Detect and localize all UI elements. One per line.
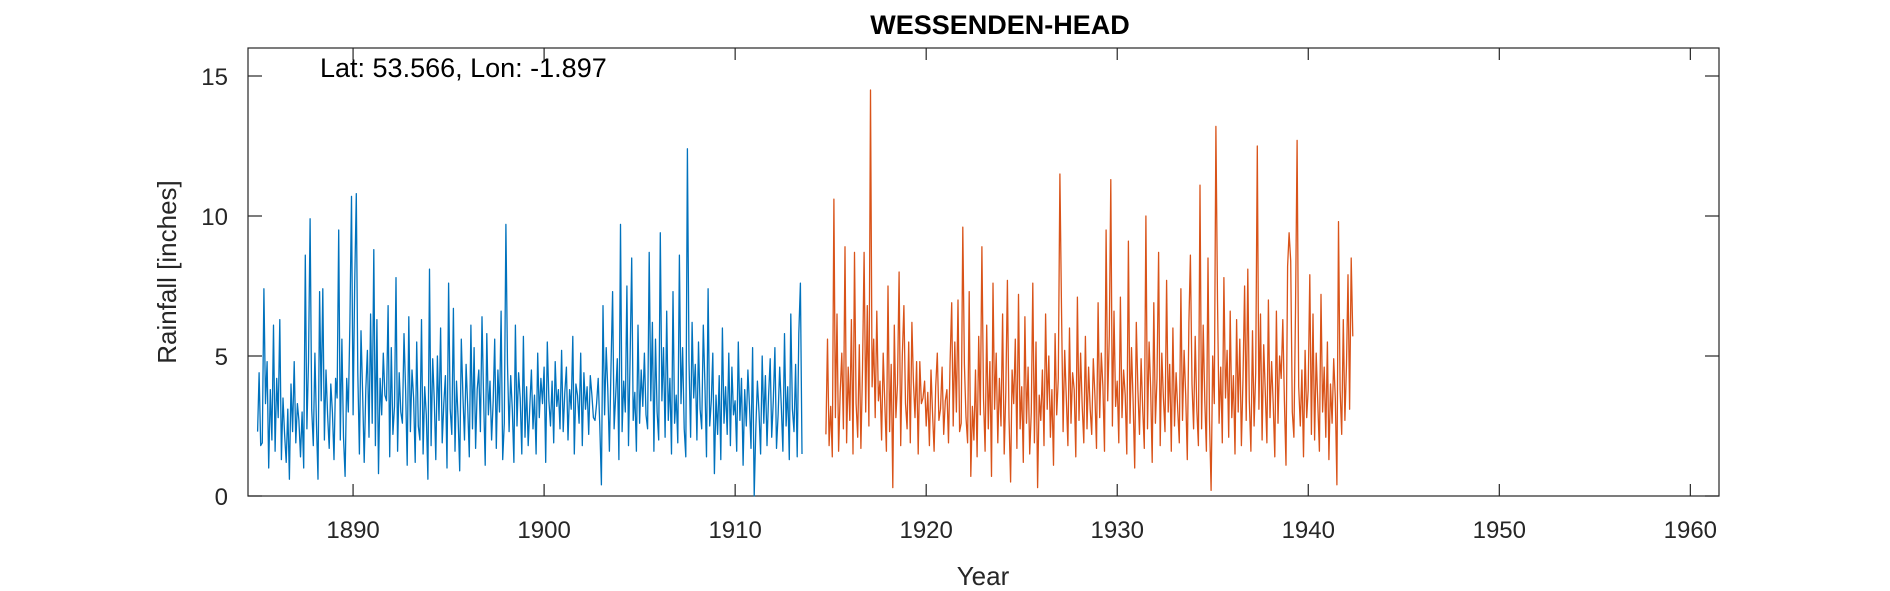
chart-title: WESSENDEN-HEAD xyxy=(870,10,1130,40)
x-tick-label: 1940 xyxy=(1282,517,1335,544)
x-tick-label: 1920 xyxy=(899,517,952,544)
x-tick-label: 1900 xyxy=(517,517,570,544)
y-tick-label: 0 xyxy=(215,484,228,511)
location-annotation: Lat: 53.566, Lon: -1.897 xyxy=(320,53,607,83)
x-tick-label: 1890 xyxy=(326,517,379,544)
x-tick-label: 1950 xyxy=(1473,517,1526,544)
series-line-2 xyxy=(825,89,1354,492)
y-axis-label: Rainfall [inches] xyxy=(152,180,182,364)
y-tick-label: 10 xyxy=(201,204,228,231)
y-axis-ticks: 0 5 10 15 xyxy=(201,64,1719,511)
x-tick-label: 1960 xyxy=(1664,517,1717,544)
x-axis-label: Year xyxy=(957,561,1010,591)
y-tick-label: 5 xyxy=(215,344,228,371)
series-line-1 xyxy=(256,148,803,497)
y-tick-label: 15 xyxy=(201,64,228,91)
x-tick-label: 1910 xyxy=(708,517,761,544)
plot-frame xyxy=(247,47,1720,497)
x-axis-ticks: 1890 1900 1910 1920 1930 1940 1950 1960 xyxy=(326,48,1717,544)
series-layer xyxy=(256,89,1354,497)
x-tick-label: 1930 xyxy=(1091,517,1144,544)
